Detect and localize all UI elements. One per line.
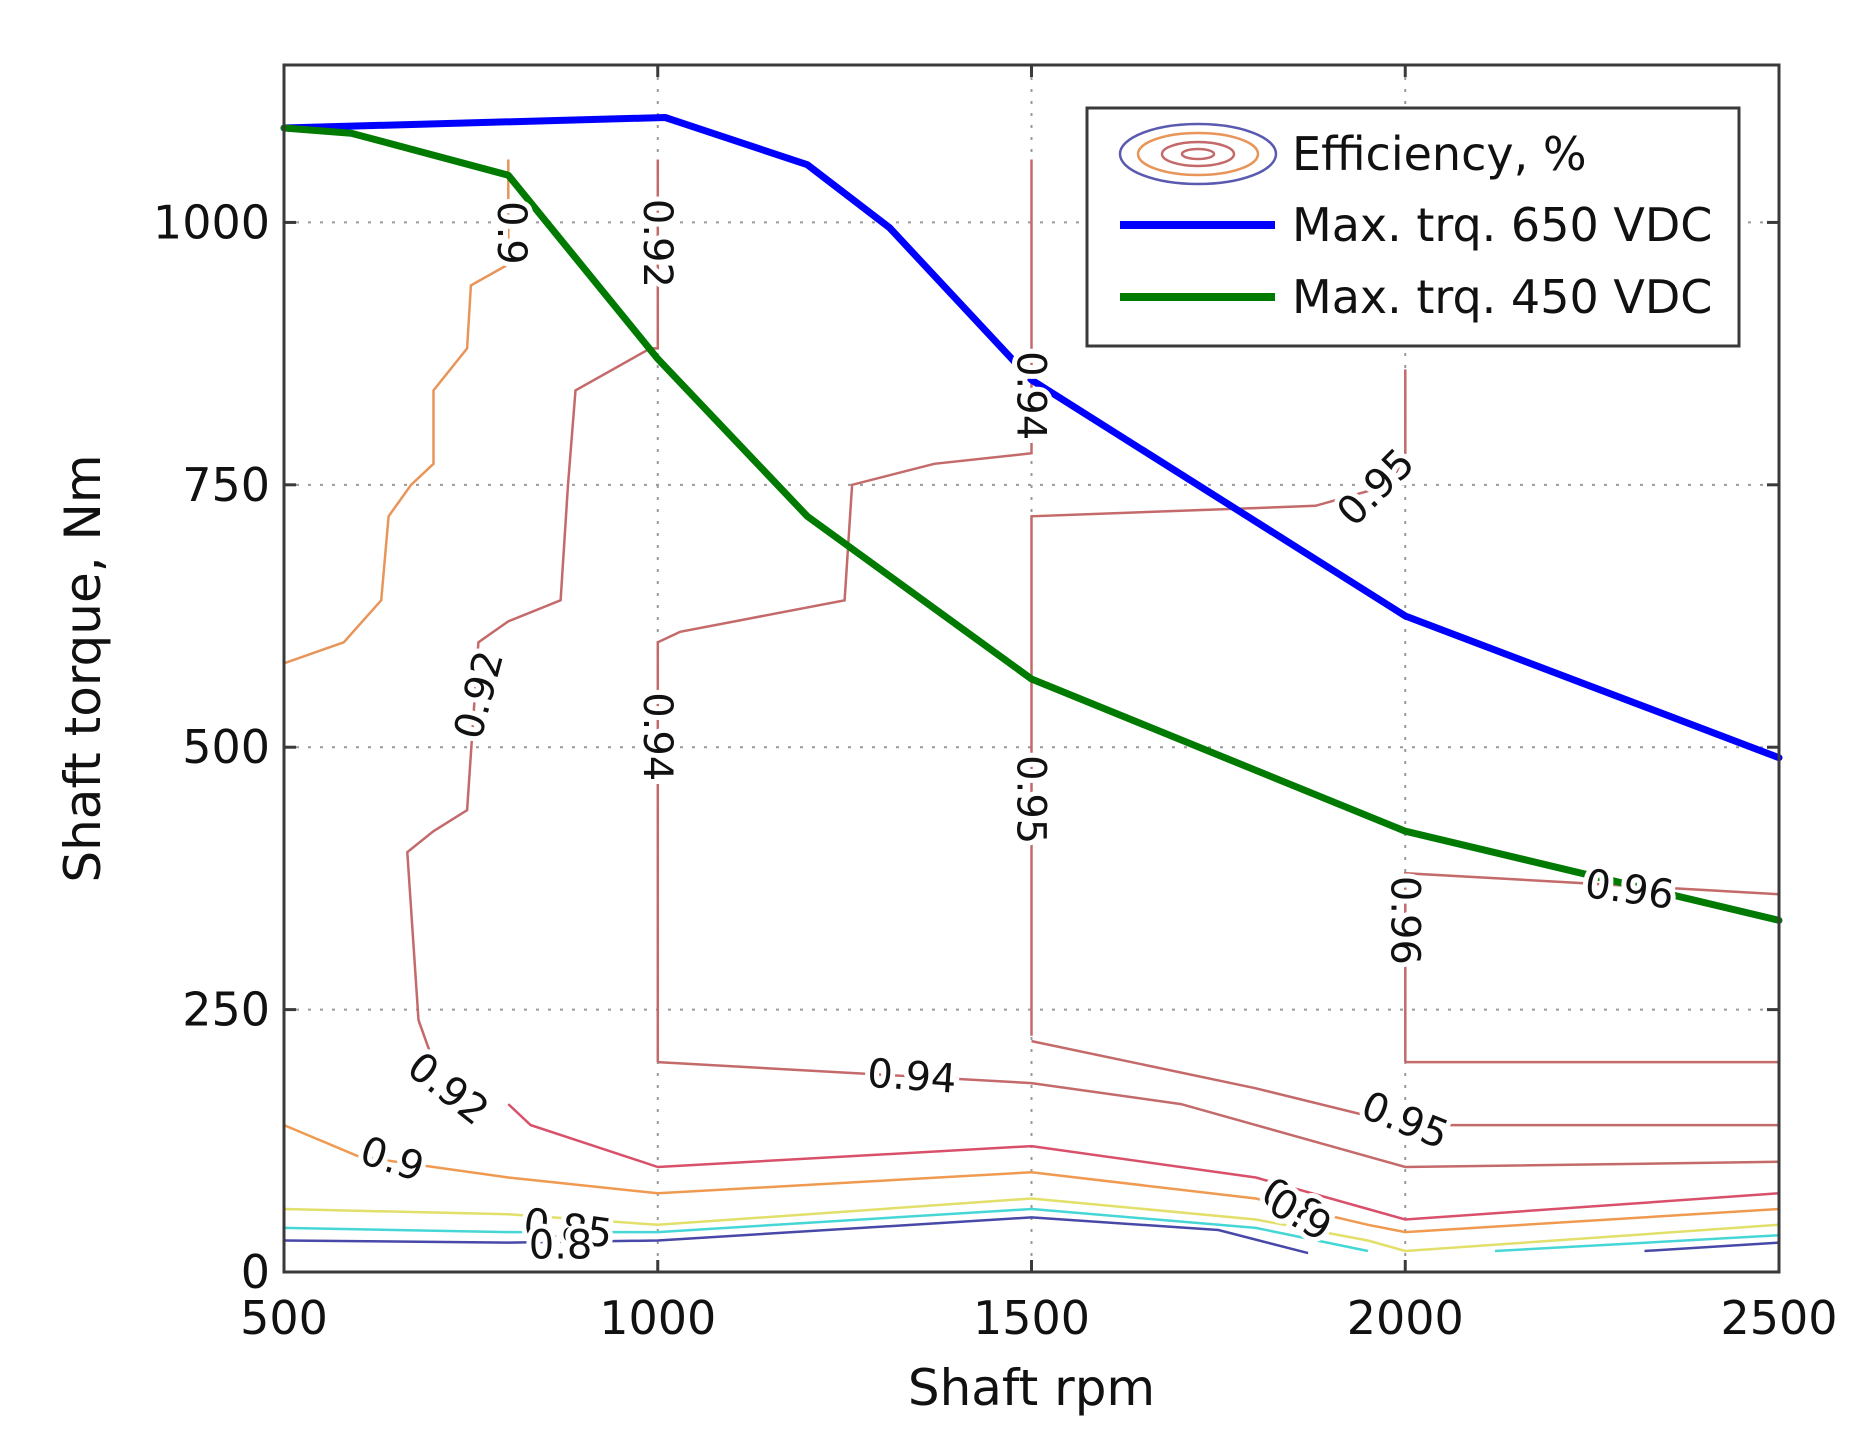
contour-label: 0.92 <box>634 199 680 288</box>
contour-line <box>283 1207 1369 1253</box>
contour-label: 0.96 <box>1381 876 1427 965</box>
legend-label-650vdc: Max. trq. 650 VDC <box>1292 198 1712 252</box>
contour-legend-ellipse <box>1180 147 1216 161</box>
legend-label-450vdc: Max. trq. 450 VDC <box>1292 270 1712 324</box>
contour-line <box>1030 369 1407 1036</box>
x-tick-label: 2500 <box>1720 1291 1837 1345</box>
x-tick-label: 500 <box>240 1291 328 1345</box>
contour-line <box>507 1103 1780 1221</box>
contour-line <box>283 1197 1780 1253</box>
contour-label: 0.8 <box>529 1223 593 1269</box>
contour-label: 0.9 <box>488 201 534 265</box>
contour-line <box>283 1216 1309 1255</box>
contour-line <box>283 159 510 665</box>
contour-label: 0.94 <box>634 692 680 781</box>
contour-legend-ellipse <box>1118 122 1278 186</box>
series-line <box>280 114 1783 762</box>
contour-legend-ellipse <box>1160 140 1236 168</box>
x-tick-label: 1000 <box>599 1291 716 1345</box>
y-tick-label: 0 <box>241 1245 270 1299</box>
contour-line <box>1031 1039 1779 1127</box>
torque-series <box>280 114 1783 924</box>
x-tick-label: 1500 <box>973 1291 1090 1345</box>
y-tick-label: 500 <box>182 720 270 774</box>
axis-ticks: 500 1000 1500 2000 2500 0 250 500 750 1000 <box>153 65 1838 1345</box>
y-axis-title: Shaft torque, Nm <box>54 454 112 882</box>
contour-label: 0.94 <box>1008 351 1054 440</box>
legend-label-efficiency: Efficiency, % <box>1292 127 1587 181</box>
contour-line <box>657 1060 1780 1169</box>
series-line <box>280 124 1783 924</box>
x-axis-title: Shaft rpm <box>908 1359 1155 1417</box>
y-tick-label: 750 <box>182 458 270 512</box>
x-tick-label: 2000 <box>1347 1291 1464 1345</box>
contour-legend-ellipse <box>1136 131 1260 177</box>
y-tick-label: 250 <box>182 983 270 1037</box>
y-tick-label: 1000 <box>153 195 270 249</box>
contour-label: 0.95 <box>1008 755 1054 844</box>
contour-label: 0.94 <box>866 1051 958 1103</box>
contour-legend-icon <box>1118 122 1278 186</box>
contour-line <box>1644 1241 1780 1253</box>
contour-line <box>1494 1234 1780 1253</box>
legend: Efficiency, % Max. trq. 650 VDC Max. trq… <box>1085 106 1741 348</box>
contour-line <box>283 1123 1780 1234</box>
